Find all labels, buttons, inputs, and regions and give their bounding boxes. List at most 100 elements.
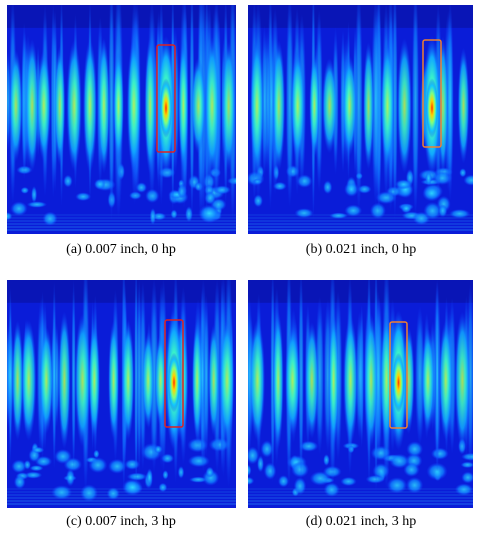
burst <box>204 36 220 175</box>
low-blob <box>454 483 473 496</box>
low-blob <box>257 455 264 473</box>
burst <box>396 37 412 174</box>
low-blob <box>20 186 30 194</box>
burst <box>88 322 101 438</box>
low-blob <box>149 207 157 225</box>
fault-core <box>168 352 180 413</box>
highlight-box <box>422 39 442 148</box>
low-blob <box>63 174 73 188</box>
burst <box>66 40 82 172</box>
stripe <box>203 294 210 457</box>
stripe <box>435 280 440 473</box>
low-blob <box>158 482 168 493</box>
fault-core <box>392 352 405 413</box>
burst <box>454 311 471 450</box>
burst <box>191 57 206 154</box>
low-blob <box>403 462 420 477</box>
burst <box>178 40 189 172</box>
burst <box>113 50 124 161</box>
low-blob <box>438 204 448 218</box>
caption: (a) 0.007 inch, 0 hp <box>66 242 176 257</box>
burst <box>457 47 470 164</box>
low-blob <box>463 174 473 186</box>
burst <box>9 49 23 162</box>
low-blob <box>7 212 13 221</box>
low-blob <box>11 459 27 474</box>
low-blob <box>185 206 193 223</box>
scalogram <box>248 280 473 508</box>
burst <box>343 315 358 446</box>
stripe <box>134 280 139 491</box>
burst <box>364 313 378 448</box>
burst <box>108 320 119 440</box>
low-blob <box>461 471 473 484</box>
low-blob <box>65 468 75 487</box>
low-blob <box>106 487 120 500</box>
low-blob <box>459 168 467 178</box>
low-blob <box>31 186 38 204</box>
low-blob <box>13 474 26 490</box>
scalogram <box>7 5 236 234</box>
low-blob <box>205 466 215 478</box>
burst <box>126 38 141 174</box>
low-blob <box>423 202 442 220</box>
low-blob <box>422 185 441 202</box>
burst <box>58 311 71 450</box>
burst <box>272 311 284 450</box>
stripe <box>354 5 363 212</box>
burst <box>82 38 98 173</box>
stripe <box>315 296 325 456</box>
scalogram <box>248 5 473 234</box>
burst <box>25 38 39 173</box>
low-blob <box>400 204 412 214</box>
stripe <box>411 5 420 217</box>
burst <box>363 41 374 170</box>
stripe <box>446 5 454 202</box>
low-blob <box>75 192 92 202</box>
fault-core <box>160 78 172 139</box>
burst <box>290 50 305 161</box>
top-band <box>7 280 236 303</box>
low-blob <box>405 476 424 494</box>
stripe <box>371 5 381 206</box>
low-blob <box>29 465 44 472</box>
burst <box>250 38 264 174</box>
stripe <box>298 280 304 482</box>
stripe <box>414 305 425 446</box>
burst <box>154 334 167 427</box>
low-blob <box>177 465 185 479</box>
burst <box>328 313 339 448</box>
burst <box>380 41 395 170</box>
low-blob <box>54 448 72 464</box>
caption: (c) 0.007 inch, 3 hp <box>66 514 176 529</box>
low-blob <box>248 476 255 485</box>
low-blob <box>26 201 48 208</box>
low-blob <box>187 454 210 468</box>
low-blob <box>263 462 277 480</box>
burst <box>208 324 220 437</box>
burst <box>54 46 66 166</box>
burst <box>342 55 357 157</box>
low-blob <box>293 477 307 496</box>
low-blob <box>122 478 143 496</box>
stripe <box>355 310 364 441</box>
burst <box>438 320 453 441</box>
top-band <box>248 280 473 303</box>
low-blob <box>80 484 99 502</box>
highlight-box <box>156 44 176 153</box>
low-blob <box>340 476 357 487</box>
low-blob <box>248 446 260 465</box>
low-blob <box>394 179 413 190</box>
low-blob <box>389 453 410 469</box>
low-blob <box>294 208 314 218</box>
low-blob <box>253 194 264 208</box>
low-blob <box>88 457 108 474</box>
caption: (d) 0.021 inch, 3 hp <box>306 514 416 529</box>
burst <box>21 319 37 441</box>
stripe <box>108 5 115 221</box>
low-blob <box>170 209 178 219</box>
low-blob <box>260 440 274 458</box>
low-blob <box>425 171 433 186</box>
highlight-box <box>164 319 184 428</box>
